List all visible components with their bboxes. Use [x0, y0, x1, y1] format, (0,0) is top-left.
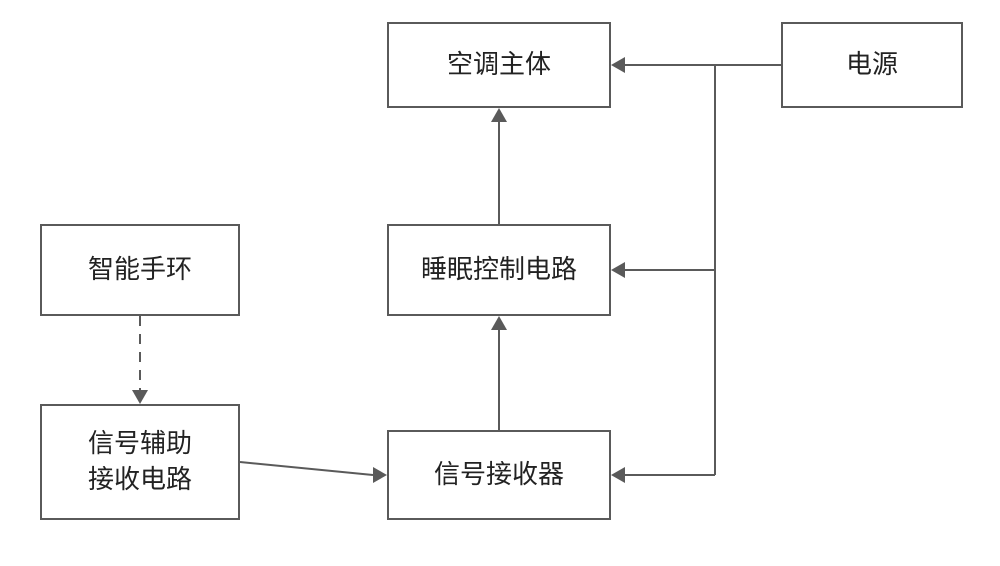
node-label: 智能手环	[88, 252, 192, 288]
node-sleep_ctrl: 睡眠控制电路	[387, 224, 611, 316]
node-receiver: 信号接收器	[387, 430, 611, 520]
node-bracelet: 智能手环	[40, 224, 240, 316]
node-label: 信号接收器	[434, 457, 564, 493]
block-diagram: 空调主体 电源智能手环 睡眠控制电路信号辅助 接收电路 信号接收器	[0, 0, 1000, 566]
node-ac_main: 空调主体	[387, 22, 611, 108]
node-label: 信号辅助 接收电路	[88, 426, 192, 499]
node-power: 电源	[781, 22, 963, 108]
node-aux_receiver: 信号辅助 接收电路	[40, 404, 240, 520]
node-label: 空调主体	[447, 47, 551, 83]
node-label: 睡眠控制电路	[421, 252, 577, 288]
node-label: 电源	[846, 47, 898, 83]
